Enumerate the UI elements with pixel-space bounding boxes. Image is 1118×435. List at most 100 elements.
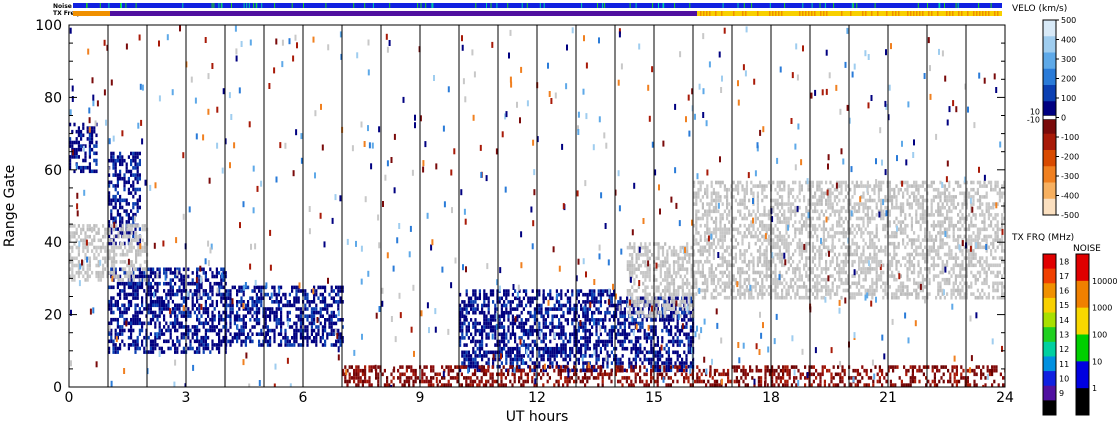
freq-color-swatch	[1043, 268, 1056, 284]
freq-strip-tick	[985, 11, 987, 16]
freq-color-swatch	[1043, 283, 1056, 299]
velocity-zero-label: -10	[1027, 116, 1040, 125]
noise-strip-tick	[652, 3, 654, 8]
freq-strip-tick	[862, 11, 864, 16]
freq-strip-tick	[781, 11, 783, 16]
noise-strip-bar	[73, 3, 1002, 8]
x-axis-title: UT hours	[506, 409, 569, 425]
noise-strip-tick	[261, 3, 263, 8]
freq-strip-tick	[961, 11, 963, 16]
freq-strip-tick	[937, 11, 939, 16]
noise-strip-tick	[425, 3, 427, 8]
noise-strip-tick	[917, 3, 919, 8]
noise-strip-tick	[944, 3, 945, 8]
noise-strip-tick	[125, 3, 127, 8]
freq-strip-tick	[946, 11, 948, 16]
noise-strip-tick	[604, 3, 606, 8]
noise-strip-tick	[543, 3, 545, 8]
freq-strip-tick	[769, 11, 771, 16]
noise-tick-label: 100	[1092, 331, 1107, 340]
freq-strip-tick	[928, 11, 930, 16]
noise-strip-tick	[802, 3, 804, 8]
x-tick-label: 0	[65, 390, 74, 406]
freq-tick-label: 15	[1059, 301, 1069, 310]
freq-strip-tick	[799, 11, 801, 16]
velocity-colorbar	[1042, 19, 1057, 216]
freq-strip-tick	[826, 11, 828, 16]
noise-strip-tick	[526, 3, 528, 8]
noise-strip-tick	[597, 3, 598, 8]
freq-colorbar: 18 17 16 15 14 13 12 11 10 9	[1042, 253, 1069, 416]
txfreq-strip	[73, 11, 1002, 16]
freq-strip-tick	[721, 11, 723, 16]
noise-strip-tick	[431, 3, 433, 8]
noise-strip-tick	[581, 3, 583, 8]
freq-strip-tick	[703, 11, 705, 16]
noise-strip-tick	[303, 3, 304, 8]
noise-colorbar: 10000 1000 100 10 1	[1075, 253, 1117, 416]
noise-strip-tick	[722, 3, 724, 8]
x-tick-label: 18	[762, 390, 780, 406]
x-tick-label: 12	[528, 390, 546, 406]
noise-color-swatch	[1076, 280, 1089, 309]
freq-strip-tick	[802, 11, 804, 16]
freq-strip-tick	[778, 11, 780, 16]
freq-strip-segment	[110, 11, 697, 16]
noise-strip-tick	[182, 3, 184, 8]
noise-strip-tick	[121, 3, 122, 8]
y-tick-label: 40	[44, 235, 62, 251]
velocity-color-swatch	[1043, 68, 1056, 86]
noise-strip-tick	[253, 3, 255, 8]
noise-strip-tick	[743, 3, 745, 8]
noise-strip-tick	[496, 3, 498, 8]
freq-strip-tick	[850, 11, 852, 16]
noise-strip-tick	[274, 3, 276, 8]
noise-strip-tick	[221, 3, 223, 8]
velocity-color-swatch	[1043, 133, 1056, 151]
freq-strip-tick	[871, 11, 873, 16]
freq-color-swatch	[1043, 371, 1056, 387]
hour-gridlines	[107, 25, 967, 387]
noise-color-swatch	[1076, 361, 1089, 389]
freq-color-swatch	[1043, 254, 1056, 270]
freq-strip-tick	[709, 11, 711, 16]
freq-strip-tick	[898, 11, 900, 16]
freq-strip-tick	[733, 11, 735, 16]
velocity-tick-label: 500	[1061, 16, 1076, 25]
velocity-color-swatch	[1043, 198, 1056, 216]
freq-tick-label: 17	[1059, 272, 1069, 281]
noise-strip-tick	[218, 3, 220, 8]
freq-tick-label: 9	[1059, 389, 1064, 398]
velocity-colorbar-labels: 500 400 300 200 100 0 -100 -200 -300 -400 -500 10-1…	[1027, 16, 1079, 220]
series-region-blue-0	[108, 267, 227, 354]
noise-strip-tick	[248, 3, 250, 8]
noise-strip-tick	[990, 3, 992, 8]
freq-strip-tick	[805, 11, 807, 16]
freq-strip-tick	[982, 11, 984, 16]
freq-strip-tick	[877, 11, 879, 16]
velocity-color-swatch	[1043, 20, 1056, 37]
freq-strip-tick	[919, 11, 921, 16]
noise-strip-tick	[246, 3, 248, 8]
noise-strip-label: Noise	[53, 3, 72, 10]
noise-strip-tick	[120, 3, 121, 8]
freq-strip-tick	[931, 11, 933, 16]
freq-tick-label: 14	[1059, 316, 1069, 325]
noise-color-swatch	[1076, 307, 1089, 335]
noise-strip-tick	[737, 3, 739, 8]
freq-strip-tick	[715, 11, 717, 16]
noise-strip-tick	[658, 3, 659, 8]
x-tick-label: 3	[182, 390, 191, 406]
noise-strip-tick	[635, 3, 637, 8]
noise-strip-tick	[939, 3, 941, 8]
velocity-tick-label: -300	[1061, 172, 1079, 181]
noise-strip-tick	[784, 3, 786, 8]
freq-strip-tick	[895, 11, 897, 16]
noise-strip-tick	[490, 3, 492, 8]
x-tick-label: 6	[299, 390, 308, 406]
velocity-zero-label: 10	[1030, 108, 1040, 117]
y-axis-title: Range Gate	[2, 165, 18, 247]
freq-color-swatch	[1043, 341, 1056, 357]
noise-tick-label: 1	[1092, 384, 1097, 393]
y-tick-label: 60	[44, 163, 62, 179]
